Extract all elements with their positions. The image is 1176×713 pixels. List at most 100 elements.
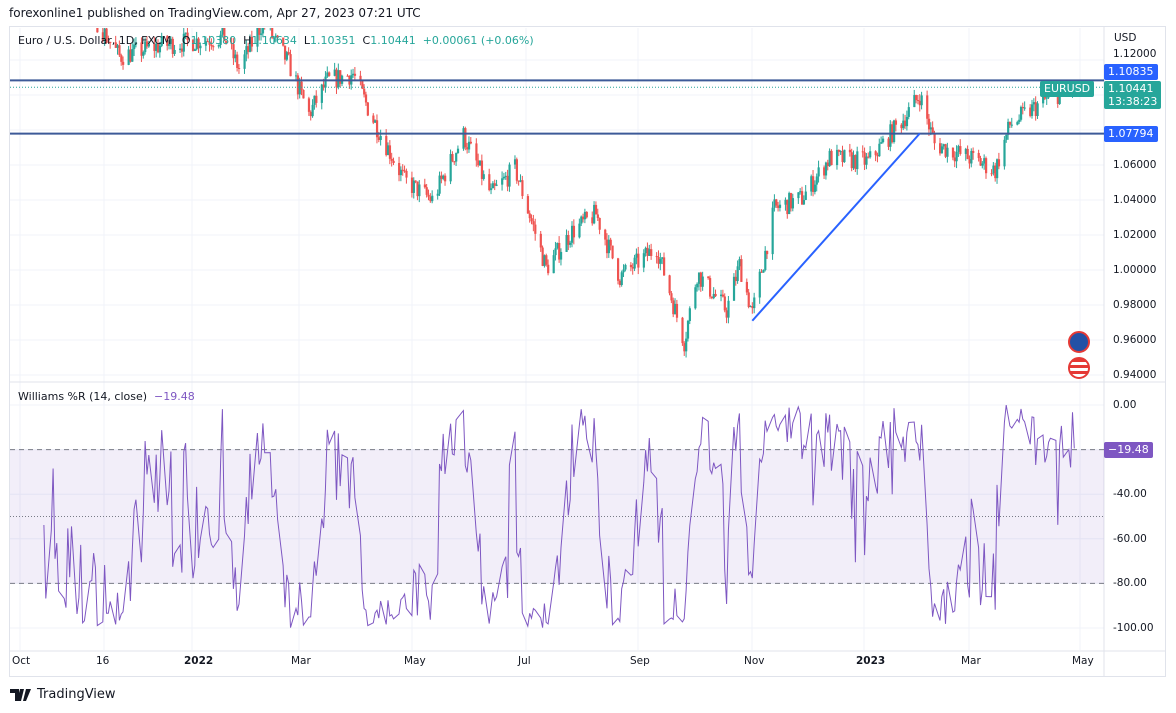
candle-body	[186, 32, 189, 40]
indicator-value: −19.48	[154, 390, 195, 403]
candle-body	[488, 174, 491, 191]
williams-tick: 0.00	[1113, 399, 1137, 411]
candle-body	[184, 32, 187, 34]
candle-body	[972, 150, 975, 153]
candle-body	[133, 44, 136, 50]
tradingview-logo[interactable]: TradingView	[10, 687, 116, 702]
candle-body	[830, 150, 833, 166]
candle-body	[374, 120, 377, 123]
candle-body	[725, 310, 728, 318]
candle-body	[140, 42, 143, 56]
candle-body	[578, 223, 581, 238]
candle-body	[206, 41, 209, 43]
candle-body	[559, 251, 563, 260]
candle-body	[869, 151, 872, 158]
candle-body	[582, 216, 585, 220]
candle-body	[929, 127, 932, 130]
candle-body	[166, 36, 169, 46]
candle-body	[490, 188, 493, 191]
candle-body	[480, 160, 484, 179]
candle-body	[245, 46, 248, 55]
candle-body	[333, 69, 336, 76]
candle-body	[701, 276, 704, 287]
candle-body	[1023, 107, 1026, 109]
candle-body	[981, 163, 984, 166]
candle-body	[784, 199, 787, 205]
candle-body	[208, 41, 211, 45]
trend-line[interactable]	[751, 132, 921, 322]
candle-body	[96, 28, 99, 33]
candle-body	[1042, 95, 1045, 104]
candle-body	[479, 160, 482, 166]
candle-body	[764, 250, 767, 271]
candle-body	[939, 143, 942, 154]
candle-body	[234, 54, 237, 59]
candle-body	[379, 136, 382, 140]
candle-body	[867, 156, 870, 158]
candle-body	[276, 35, 279, 38]
candle-body	[604, 229, 607, 240]
candle-body	[642, 253, 645, 268]
candle-body	[191, 39, 195, 51]
candle-body	[515, 159, 518, 181]
candle-body	[416, 181, 419, 197]
candle-body	[1016, 122, 1019, 125]
candle-body	[339, 70, 342, 84]
eu-flag-icon[interactable]	[1068, 331, 1090, 353]
candle-body	[841, 151, 844, 163]
candle-body	[223, 28, 226, 42]
candle-body	[225, 41, 228, 44]
candle-body	[670, 293, 673, 301]
candle-body	[646, 247, 649, 256]
candle-body	[423, 184, 426, 188]
candle-body	[732, 276, 736, 301]
time-tick: May	[404, 655, 426, 667]
candle-body	[762, 270, 765, 273]
candle-body	[171, 38, 174, 54]
candle-body	[230, 43, 233, 45]
candle-body	[80, 0, 82, 8]
candle-body	[372, 115, 375, 123]
candle-body	[944, 144, 947, 157]
candle-body	[532, 221, 535, 225]
candle-body	[964, 148, 967, 154]
candle-body	[902, 120, 905, 129]
candle-body	[353, 73, 357, 76]
time-tick: 2022	[184, 655, 214, 667]
candle-body	[668, 275, 671, 294]
candle-body	[385, 136, 388, 156]
candle-body	[777, 205, 780, 208]
candle-body	[274, 35, 277, 38]
candle-body	[1034, 102, 1037, 117]
time-tick: Mar	[291, 655, 311, 667]
candle-body	[940, 146, 944, 154]
candle-body	[320, 84, 323, 103]
candle-body	[449, 154, 452, 182]
candle-body	[675, 303, 679, 318]
candle-body	[674, 303, 677, 315]
candle-body	[521, 180, 524, 197]
candle-body	[469, 141, 472, 144]
candle-body	[502, 176, 506, 179]
candle-body	[204, 41, 208, 46]
candle-body	[173, 49, 176, 54]
candle-body	[295, 75, 298, 77]
candle-body	[876, 155, 879, 157]
candle-body	[707, 276, 710, 279]
candle-body	[990, 173, 993, 175]
candle-body	[749, 306, 752, 308]
candle-body	[631, 267, 634, 269]
candle-body	[959, 146, 962, 154]
candle-body	[429, 196, 432, 202]
candle-body	[709, 278, 712, 297]
candle-body	[894, 120, 898, 125]
candle-body	[802, 199, 806, 205]
us-flag-icon[interactable]	[1068, 357, 1090, 379]
candle-body	[856, 151, 859, 170]
candle-body	[1010, 124, 1013, 126]
candle-body	[302, 89, 305, 99]
candle-body	[508, 164, 511, 187]
candle-body	[760, 271, 763, 273]
candle-body	[591, 217, 594, 224]
